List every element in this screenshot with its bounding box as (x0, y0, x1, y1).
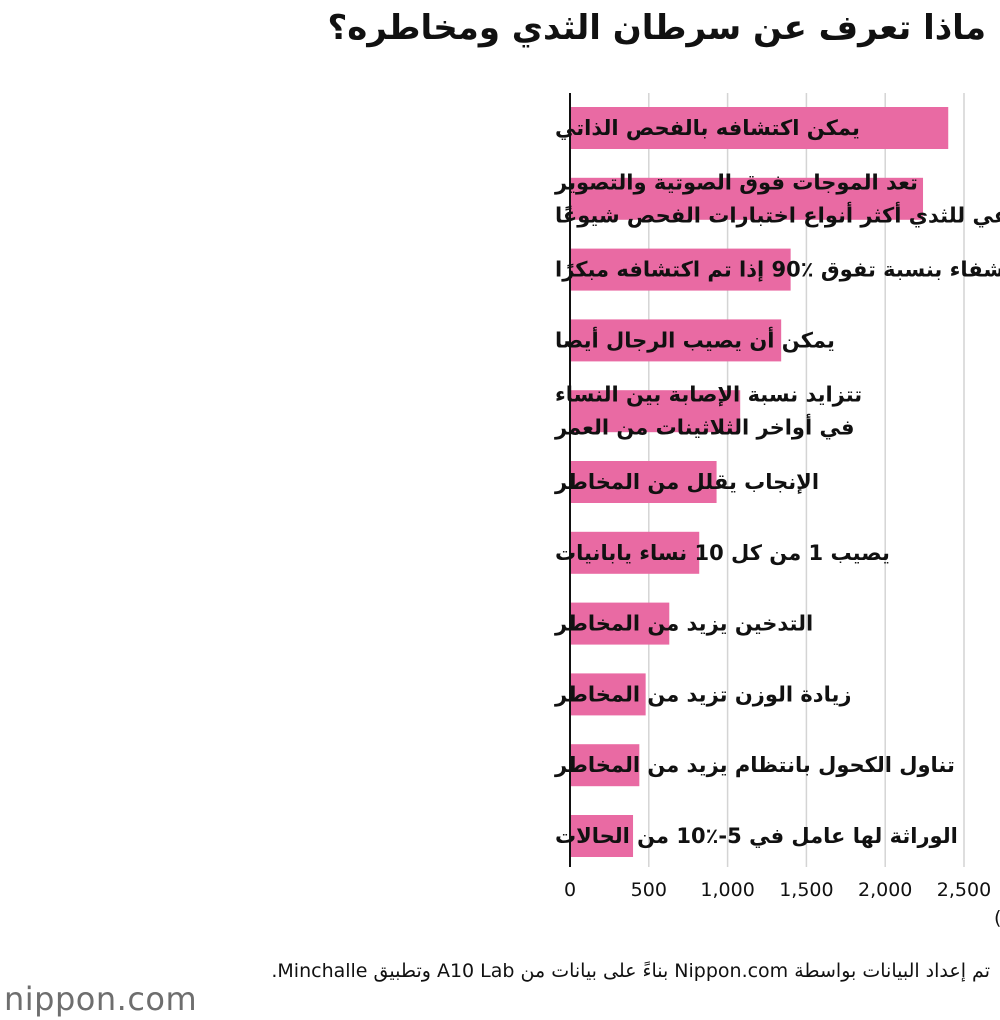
bar (570, 673, 646, 716)
category-label: تعد الموجات فوق الصوتية والتصوير (554, 170, 918, 194)
bar (570, 177, 924, 220)
bar (570, 815, 634, 857)
category-label: الشعاعي للثدي أكثر أنواع اختبارات الفحص … (555, 200, 1000, 228)
x-tick-label: 1,000 (700, 879, 754, 901)
category-label: يمكن اكتشافه بالفحص الذاتي (555, 116, 860, 140)
x-tick-label: 500 (631, 879, 667, 901)
nippon-logo: nippon.com (4, 980, 197, 1018)
category-label: التدخين يزيد من المخاطر (554, 612, 813, 636)
bar (570, 107, 949, 149)
bar (570, 602, 670, 645)
chart-title: ماذا تعرف عن سرطان الثدي ومخاطره؟ (327, 8, 986, 48)
bar (570, 319, 782, 362)
logo-suffix: com (127, 980, 198, 1018)
category-label: تناول الكحول بانتظام يزيد من المخاطر (554, 753, 955, 777)
x-axis-label: (شخص) (994, 907, 1000, 929)
bar (570, 744, 640, 787)
x-tick-label: 0 (564, 879, 576, 901)
bar-chart: 0 500 1,000 1,500 2,000 2,500 يمكن اكتشافه بال… (554, 93, 1000, 929)
x-tick-label: 1,500 (779, 879, 833, 901)
category-label: زيادة الوزن تزيد من المخاطر (554, 682, 851, 706)
category-label: تتزايد نسبة الإصابة بين النساء (555, 383, 862, 407)
bar (570, 461, 717, 503)
x-tick-label: 2,500 (937, 879, 991, 901)
category-label: في أواخر الثلاثينات من العمر (554, 413, 855, 440)
category-label: يمكن أن يصيب الرجال أيضا (555, 325, 835, 352)
bar (570, 531, 700, 574)
category-label: قابل للشفاء بنسبة تفوق ٪90 إذا تم اكتشاف… (555, 258, 1000, 282)
category-label: يصيب 1 من كل 10 نساء يابانيات (555, 541, 890, 565)
logo-dot: . (116, 980, 128, 1018)
category-label: الوراثة لها عامل في 5-٪10 من الحالات (555, 824, 958, 848)
bar (570, 248, 791, 291)
source-note: تم إعداد البيانات بواسطة Nippon.com بناء… (271, 960, 990, 982)
x-tick-label: 2,000 (858, 879, 912, 901)
logo-text: nippon (4, 980, 117, 1018)
category-label: الإنجاب يقلل من المخاطر (554, 470, 819, 494)
bar (570, 390, 741, 433)
